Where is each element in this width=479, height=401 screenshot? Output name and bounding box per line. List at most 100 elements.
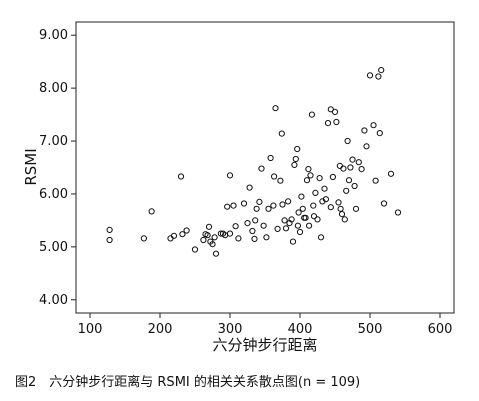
data-point (335, 199, 342, 206)
data-point (363, 143, 370, 150)
data-point (252, 217, 259, 224)
y-tick-label: 7.00 (39, 134, 68, 149)
x-tick-label: 200 (148, 322, 173, 337)
data-point (272, 105, 279, 112)
data-point (333, 118, 340, 126)
data-point (244, 220, 251, 227)
data-point (249, 227, 256, 235)
data-point (343, 187, 350, 194)
data-point (204, 232, 211, 239)
data-point (260, 222, 267, 229)
data-point (327, 204, 334, 211)
data-point (312, 189, 319, 196)
data-point (314, 216, 321, 223)
data-point (258, 165, 265, 172)
data-point (106, 236, 113, 244)
data-point (361, 127, 368, 134)
data-point (296, 228, 304, 236)
x-axis-ticks: 100 200 300 400 500 600 (78, 313, 453, 337)
data-point (372, 177, 379, 184)
data-point (170, 232, 178, 239)
data-point (289, 238, 297, 245)
data-point (305, 166, 312, 173)
x-tick-label: 100 (78, 322, 103, 337)
data-point (246, 184, 253, 191)
data-point (183, 227, 190, 234)
data-point (340, 165, 347, 172)
y-tick-label: 9.00 (39, 28, 68, 43)
x-tick-label: 500 (358, 322, 383, 337)
data-point (352, 205, 360, 212)
data-point (256, 198, 263, 205)
data-point (281, 217, 288, 224)
data-point (394, 209, 402, 216)
data-point (211, 234, 218, 241)
data-point (322, 196, 329, 203)
data-point (212, 250, 220, 257)
data-point (294, 222, 301, 229)
data-point (106, 226, 113, 233)
x-tick-label: 300 (218, 322, 243, 337)
data-point (324, 120, 332, 127)
data-point (299, 205, 306, 212)
data-point (226, 230, 234, 237)
y-tick-label: 6.00 (39, 187, 68, 202)
data-point (230, 202, 237, 209)
data-point (209, 241, 216, 248)
data-point (317, 234, 325, 241)
data-point (278, 130, 285, 137)
x-tick-label: 600 (428, 322, 453, 337)
data-points (106, 67, 402, 257)
data-point (316, 175, 323, 182)
y-axis-ticks: 4.00 5.00 6.00 7.00 8.00 9.00 (39, 28, 76, 308)
data-point (341, 216, 348, 223)
data-point (288, 216, 295, 223)
data-point (140, 235, 147, 242)
data-point (205, 223, 213, 230)
data-point (380, 200, 388, 207)
data-point (310, 202, 317, 209)
data-point (366, 72, 374, 79)
data-point (226, 172, 234, 179)
data-point (327, 106, 334, 113)
data-point (292, 155, 299, 163)
data-point (294, 145, 301, 153)
y-tick-label: 8.00 (39, 81, 68, 96)
data-point (177, 173, 185, 180)
data-point (310, 213, 318, 220)
data-point (329, 173, 336, 181)
data-point (338, 211, 346, 218)
data-point (298, 193, 305, 200)
x-tick-label: 400 (288, 322, 313, 337)
plot-frame (75, 21, 455, 314)
figure-caption: 图2 六分钟步行距离与 RSMI 的相关关系散点图(n = 109) (15, 374, 360, 390)
data-point (263, 234, 270, 241)
data-point (307, 172, 314, 179)
data-point (265, 205, 272, 212)
data-point (358, 166, 365, 173)
data-point (235, 235, 242, 242)
data-point (277, 177, 284, 184)
data-point (285, 198, 292, 205)
data-point (355, 159, 362, 166)
data-point (251, 235, 258, 242)
data-point (274, 225, 281, 232)
data-point (308, 111, 315, 118)
data-point (344, 137, 351, 145)
data-point (347, 164, 354, 171)
y-axis-title: RSMI (22, 148, 40, 185)
y-tick-label: 5.00 (39, 240, 68, 255)
data-point (148, 208, 155, 215)
data-point (302, 214, 309, 221)
data-point (349, 156, 356, 163)
data-point (253, 205, 260, 212)
data-point (224, 203, 231, 210)
data-point (200, 236, 207, 244)
data-point (303, 177, 311, 184)
data-point (191, 246, 199, 253)
data-point (378, 67, 385, 74)
data-point (345, 177, 353, 184)
data-point (270, 202, 277, 209)
data-point (291, 161, 298, 168)
